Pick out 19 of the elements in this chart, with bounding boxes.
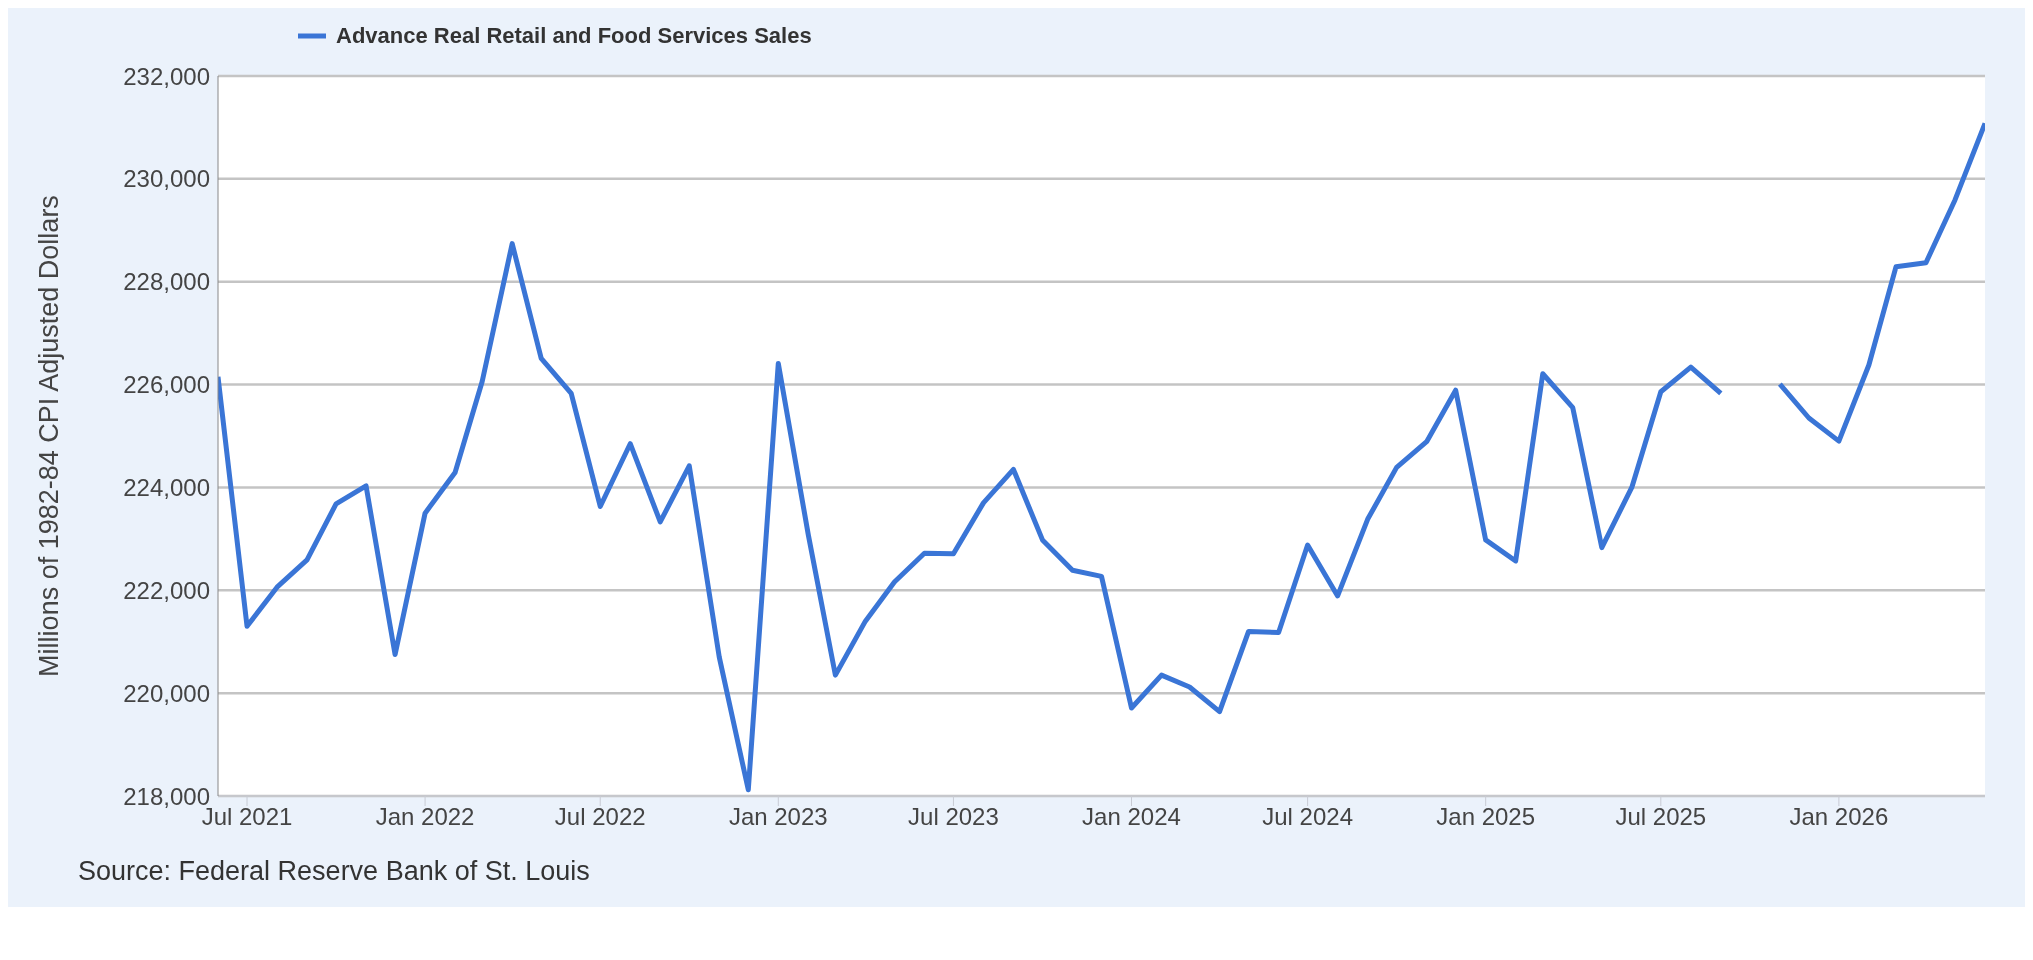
x-tick-label: Jan 2022: [375, 803, 475, 831]
y-tick-label: 220,000: [123, 679, 210, 707]
y-tick-label: 228,000: [123, 268, 210, 296]
x-tick-label: Jan 2023: [728, 803, 828, 831]
x-tick-label: Jul 2023: [908, 803, 999, 831]
x-tick-label: Jan 2026: [1789, 803, 1889, 831]
x-tick-label: Jul 2025: [1615, 803, 1707, 831]
x-tick-label: Jan 2025: [1436, 803, 1536, 831]
y-tick-label: 226,000: [123, 371, 210, 399]
y-tick-label: 232,000: [123, 62, 210, 90]
x-tick-label: Jul 2022: [554, 803, 646, 831]
x-tick-label: Jan 2024: [1082, 803, 1181, 831]
y-axis-title: Millions of 1982-84 CPI Adjusted Dollars: [33, 195, 64, 677]
y-tick-label: 222,000: [123, 576, 210, 604]
y-tick-label: 230,000: [123, 165, 210, 193]
x-tick-label: Jul 2024: [1262, 803, 1353, 831]
legend-label: Advance Real Retail and Food Services Sales: [336, 23, 812, 49]
y-tick-label: 224,000: [123, 473, 210, 501]
source-note: Source: Federal Reserve Bank of St. Louis: [77, 856, 591, 888]
